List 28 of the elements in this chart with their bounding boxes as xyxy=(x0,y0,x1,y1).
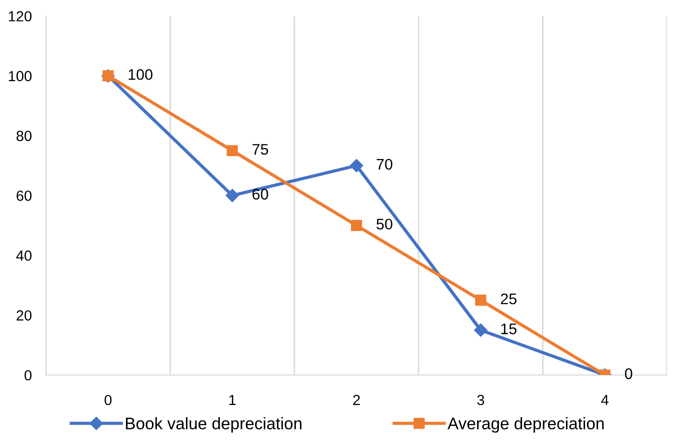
y-tick-label: 40 xyxy=(16,250,32,261)
data-label: 100 xyxy=(128,69,152,80)
data-label: 0 xyxy=(624,368,632,380)
data-label: 25 xyxy=(500,293,516,304)
data-label: 70 xyxy=(376,158,392,170)
data-label: 75 xyxy=(252,144,268,155)
x-tick-label: 4 xyxy=(601,394,609,406)
point xyxy=(226,145,238,156)
x-tick-label: 2 xyxy=(353,394,360,406)
y-tick-label: 80 xyxy=(16,130,32,142)
y-tick-label: 20 xyxy=(16,310,32,321)
data-label: 15 xyxy=(501,324,516,334)
point xyxy=(350,220,362,231)
data-label: 60 xyxy=(252,188,268,200)
y-tick-label: 60 xyxy=(16,190,32,201)
y-tick-label: 100 xyxy=(8,70,32,82)
y-tick-label: 0 xyxy=(24,370,32,380)
point xyxy=(474,324,488,337)
point xyxy=(226,188,239,202)
x-tick-label: 0 xyxy=(104,394,112,406)
y-tick-label: 120 xyxy=(8,11,32,22)
point xyxy=(475,294,486,306)
x-tick-label: 3 xyxy=(477,394,484,406)
data-label: 50 xyxy=(376,218,392,230)
legend-label: Book value depreciation xyxy=(126,417,302,433)
point xyxy=(350,158,364,172)
x-tick-label: 1 xyxy=(229,394,236,406)
legend-label: Average depreciation xyxy=(448,417,604,433)
